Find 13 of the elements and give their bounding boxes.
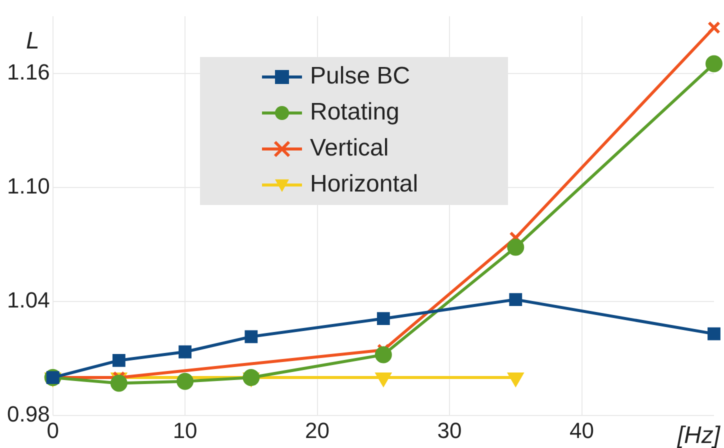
y-axis-title: L [26, 28, 40, 55]
legend-label: Vertical [310, 134, 389, 162]
x-tick-label: 40 [570, 418, 594, 443]
legend-label: Rotating [310, 98, 400, 126]
legend-label: Pulse BC [310, 62, 410, 90]
x-tick-label: 20 [305, 418, 330, 443]
y-tick-label: 1.04 [6, 288, 50, 313]
x-axis-title: [Hz] [676, 422, 722, 448]
x-tick-label: 30 [437, 418, 462, 443]
x-tick-label: 10 [172, 418, 198, 443]
y-tick-label: 1.16 [6, 59, 50, 84]
y-tick-label: 1.10 [6, 173, 50, 198]
legend-label: Horizontal [310, 170, 418, 198]
